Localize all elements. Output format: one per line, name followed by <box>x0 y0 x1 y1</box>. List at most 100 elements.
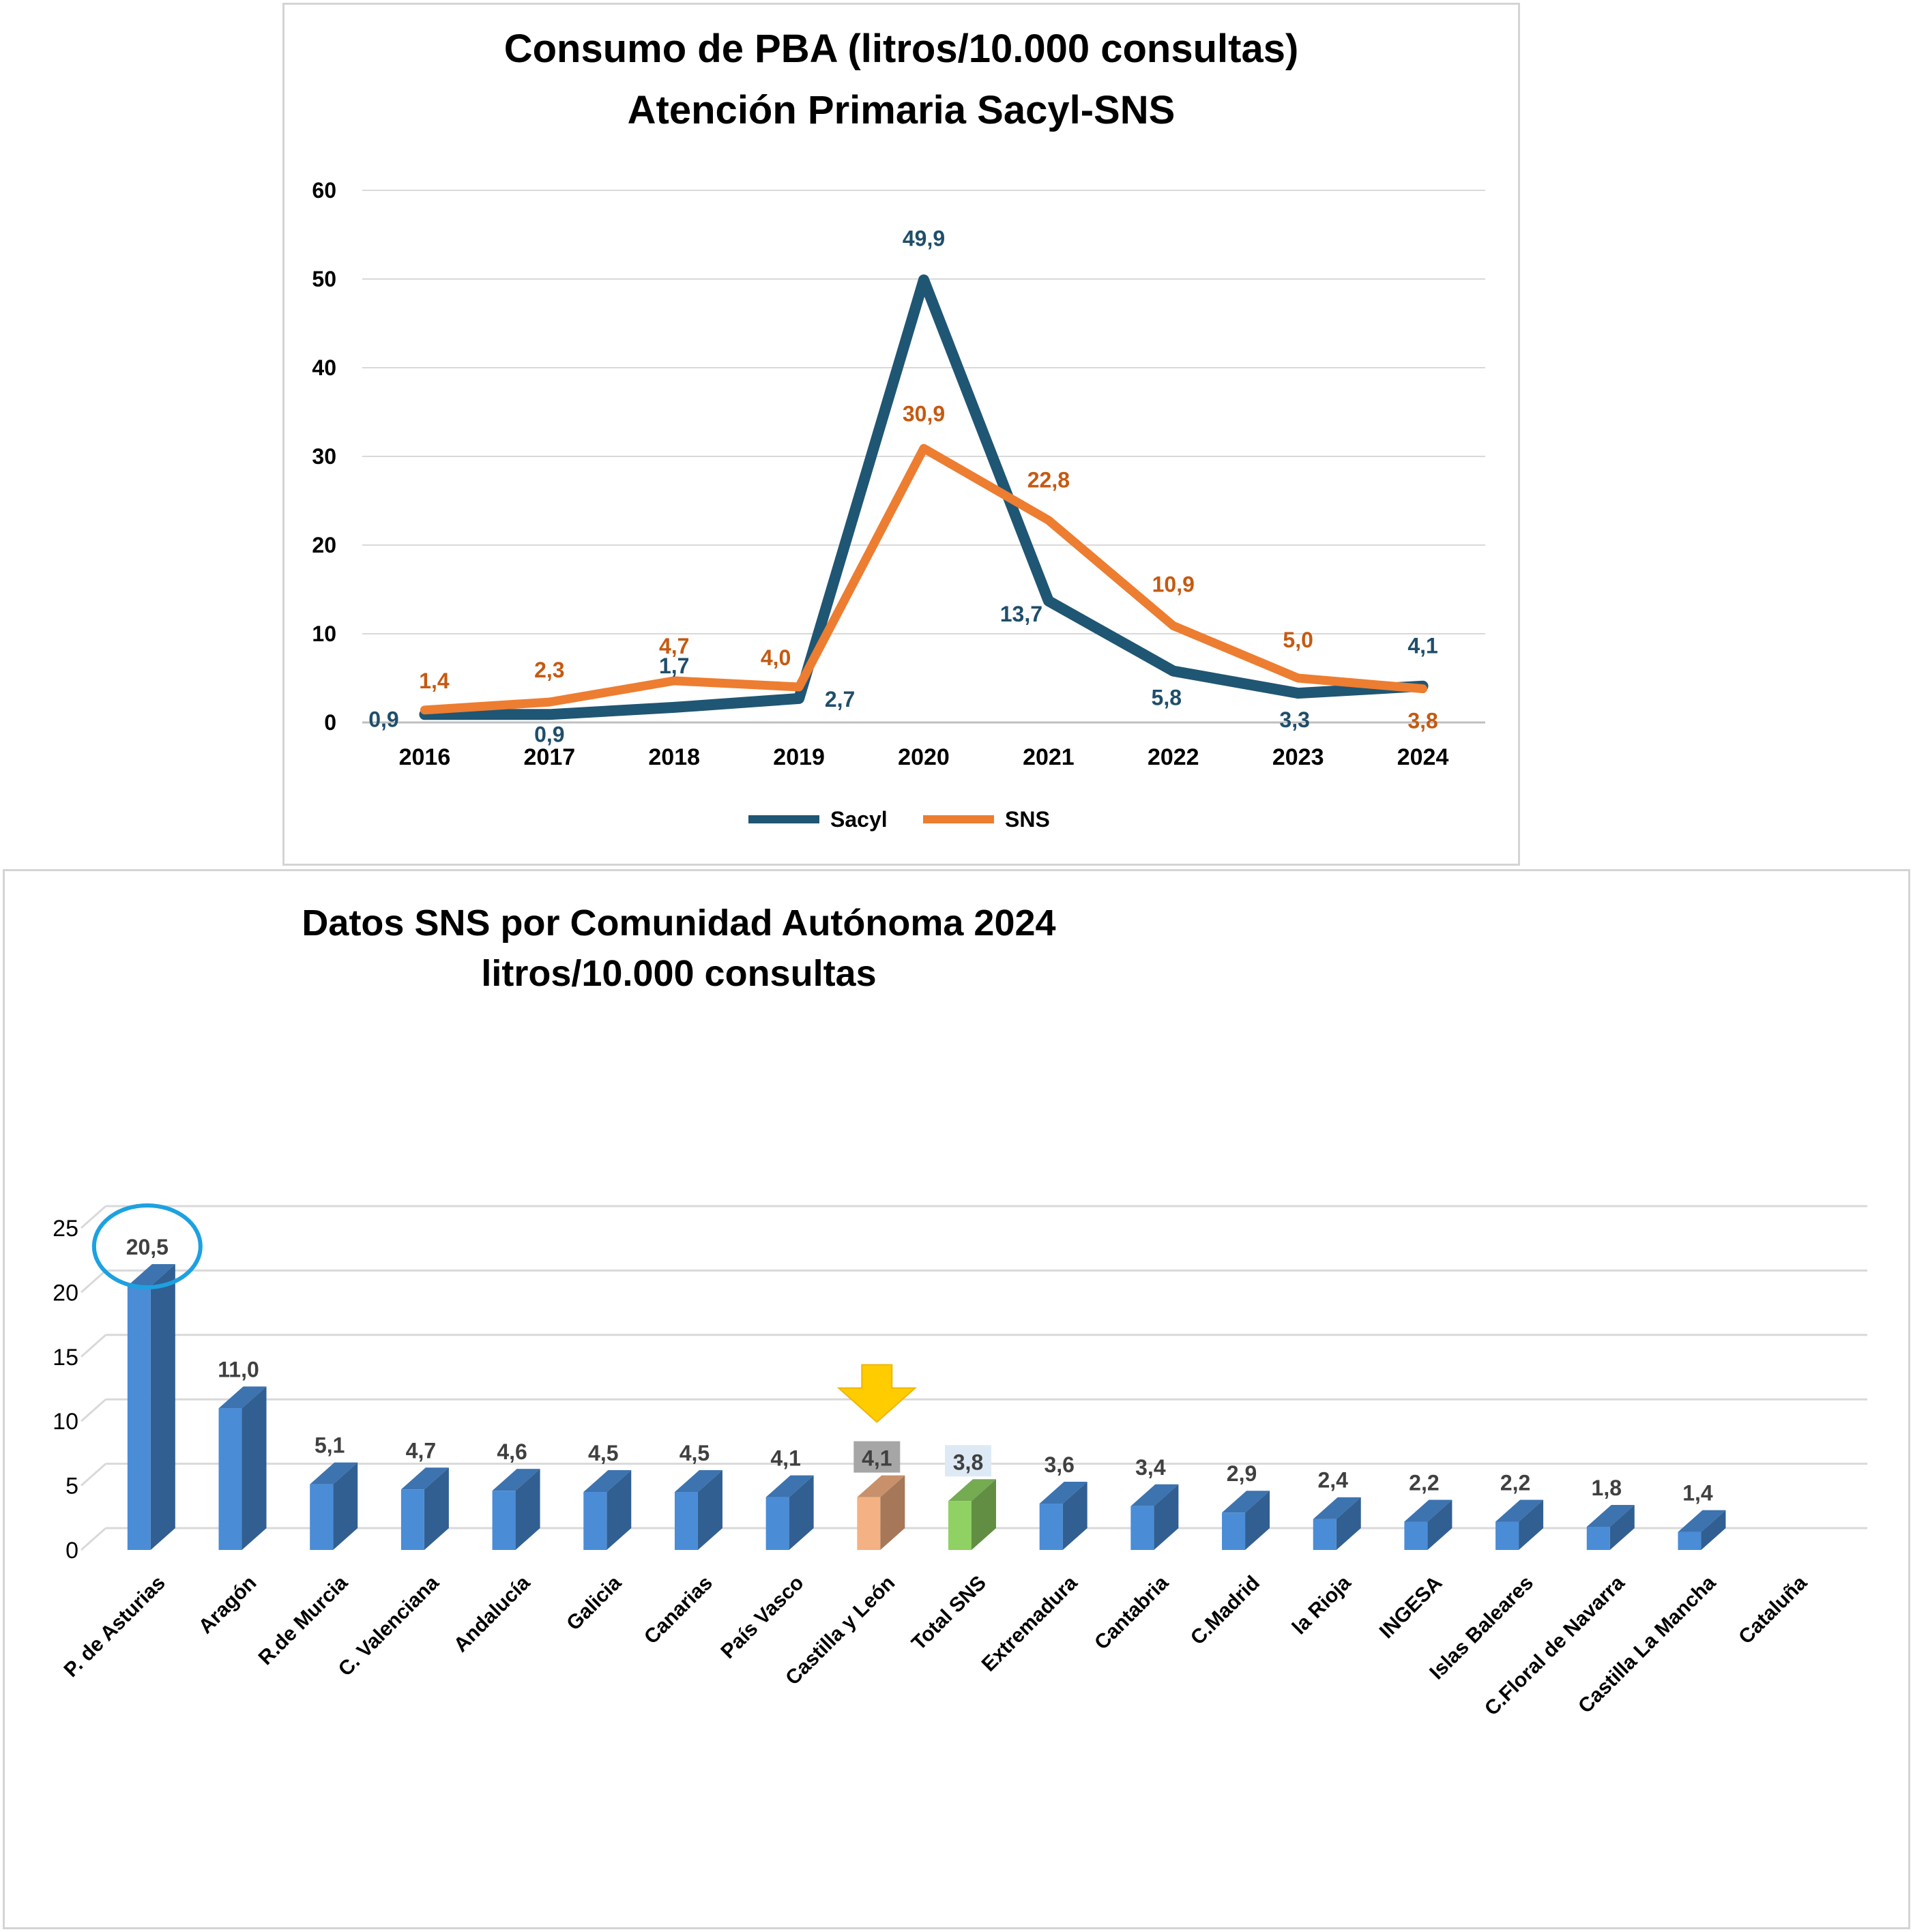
line-chart-title: Consumo de PBA (litros/10.000 consultas) <box>504 27 1299 71</box>
bar-category-label: INGESA <box>1375 1572 1447 1643</box>
line-y-tick-label: 0 <box>324 710 336 735</box>
bar-category-label: la Rioja <box>1288 1571 1356 1639</box>
bar-total-sns <box>948 1479 996 1550</box>
bar-andaluc-a <box>492 1469 540 1550</box>
bar-category-label: Total SNS <box>907 1572 991 1655</box>
bar-c-valenciana <box>400 1467 449 1550</box>
line-y-tick-label: 10 <box>312 621 336 646</box>
legend-label-sacyl: Sacyl <box>830 807 888 832</box>
bar-chart-title: Datos SNS por Comunidad Autónoma 2024 <box>302 903 1055 943</box>
down-arrow-icon <box>836 1364 917 1423</box>
bar-r-de-murcia <box>310 1462 358 1550</box>
bar-data-label: 5,1 <box>315 1433 345 1458</box>
line-data-label-sacyl: 4,1 <box>1407 634 1437 658</box>
bar-category-label: C.Madrid <box>1186 1572 1264 1650</box>
line-data-label-sacyl: 0,9 <box>534 722 564 746</box>
bar-data-label: 11,0 <box>218 1357 259 1381</box>
bar-data-label: 4,7 <box>406 1438 436 1463</box>
legend-label-sns: SNS <box>1005 807 1050 832</box>
line-x-tick-label: 2017 <box>524 744 576 770</box>
bar-data-label: 1,4 <box>1682 1481 1713 1506</box>
bar-category-label: Cataluña <box>1734 1571 1811 1648</box>
bar-category-label: Andalucía <box>450 1571 535 1656</box>
bar-gridline-depth <box>81 1527 106 1551</box>
bar-data-label: 2,2 <box>1500 1470 1530 1495</box>
bar-arag-n <box>218 1386 267 1550</box>
bar-data-label: 2,9 <box>1227 1461 1257 1486</box>
bar-data-label: 3,8 <box>953 1450 983 1474</box>
bar-category-label: Canarias <box>640 1572 717 1649</box>
bar-gridline-depth <box>81 1334 106 1358</box>
bar-data-label: 20,5 <box>126 1235 169 1259</box>
bar-gridline-depth <box>81 1463 106 1487</box>
line-data-label-sns: 4,7 <box>659 634 689 658</box>
bar-ingesa <box>1404 1499 1452 1550</box>
line-data-label-sns: 10,9 <box>1152 572 1195 596</box>
bar-category-label: Cantabria <box>1090 1571 1173 1654</box>
bar-y-tick-label: 0 <box>65 1538 78 1564</box>
bar-galicia <box>583 1470 632 1550</box>
bar-pa-s-vasco <box>765 1475 814 1550</box>
bar-data-label: 2,4 <box>1317 1468 1348 1493</box>
bar-data-label: 4,6 <box>497 1439 527 1464</box>
line-x-tick-label: 2024 <box>1397 744 1449 770</box>
line-chart-subtitle: Atención Primaria Sacyl-SNS <box>628 88 1175 132</box>
bar-gridline-depth <box>81 1205 106 1229</box>
bar-y-tick-label: 15 <box>53 1345 78 1371</box>
bar-category-label: R.de Murcia <box>254 1571 353 1669</box>
bar-data-label: 2,2 <box>1409 1470 1439 1495</box>
bar-data-label: 4,5 <box>588 1441 618 1465</box>
bar-islas-baleares <box>1495 1499 1544 1550</box>
bar-data-label: 3,4 <box>1135 1455 1166 1480</box>
line-x-tick-label: 2022 <box>1148 744 1199 770</box>
line-x-tick-label: 2020 <box>898 744 950 770</box>
bar-data-label-bg <box>853 1441 901 1473</box>
line-x-tick-label: 2023 <box>1272 744 1324 770</box>
line-x-tick-label: 2016 <box>399 744 451 770</box>
bar-extremadura <box>1039 1482 1087 1550</box>
bar-category-label: Aragón <box>194 1572 261 1639</box>
line-data-label-sns: 30,9 <box>903 401 945 426</box>
bar-y-tick-label: 5 <box>65 1474 78 1499</box>
line-data-label-sns: 1,4 <box>419 669 450 693</box>
line-y-tick-label: 50 <box>312 267 336 291</box>
line-y-tick-label: 20 <box>312 533 336 557</box>
bar-gridline-depth <box>81 1270 106 1293</box>
line-data-label-sns: 22,8 <box>1027 468 1070 493</box>
line-data-label-sacyl: 0,9 <box>368 707 398 731</box>
bar-category-label: País Vasco <box>716 1572 808 1663</box>
bar-chart: Datos SNS por Comunidad Autónoma 2024 li… <box>53 903 1867 1720</box>
line-data-label-sacyl: 49,9 <box>903 226 945 250</box>
bar-category-label: Extremadura <box>978 1571 1082 1675</box>
line-data-label-sacyl: 13,7 <box>1000 602 1042 626</box>
bar-chart-subtitle: litros/10.000 consultas <box>481 953 876 994</box>
bar-chart-panel: Datos SNS por Comunidad Autónoma 2024 li… <box>3 869 1910 1929</box>
bar-castilla-y-le-n <box>857 1475 905 1550</box>
line-data-label-sacyl: 2,7 <box>825 687 855 712</box>
bar-data-label: 3,6 <box>1044 1452 1074 1477</box>
bar-data-label: 1,8 <box>1592 1476 1622 1500</box>
line-data-label-sns: 5,0 <box>1283 628 1313 652</box>
bar-cantabria <box>1130 1484 1179 1550</box>
bar-data-label: 4,5 <box>680 1441 710 1465</box>
line-y-tick-label: 40 <box>312 355 336 380</box>
bar-y-tick-label: 10 <box>53 1409 78 1435</box>
bar-gridline-depth <box>81 1399 106 1422</box>
line-x-tick-label: 2019 <box>773 744 825 770</box>
bar-y-tick-label: 20 <box>53 1280 78 1306</box>
line-data-label-sns: 3,8 <box>1407 709 1437 733</box>
line-data-label-sacyl: 3,3 <box>1279 707 1309 732</box>
highlight-circle <box>91 1203 203 1289</box>
bar-castilla-la-mancha <box>1678 1510 1726 1550</box>
bar-y-tick-label: 25 <box>53 1216 78 1242</box>
bar-canarias <box>674 1470 722 1550</box>
line-x-tick-label: 2018 <box>648 744 700 770</box>
line-y-tick-label: 60 <box>312 178 336 203</box>
bar-c-madrid <box>1222 1491 1270 1550</box>
line-data-label-sns: 2,3 <box>534 658 564 682</box>
bar-data-label-bg <box>945 1445 991 1477</box>
line-data-label-sacyl: 5,8 <box>1152 686 1182 710</box>
bar-category-label: Galicia <box>562 1571 626 1635</box>
bar-c-floral-de-navarra <box>1586 1505 1635 1550</box>
line-data-label-sns: 4,0 <box>761 645 791 670</box>
